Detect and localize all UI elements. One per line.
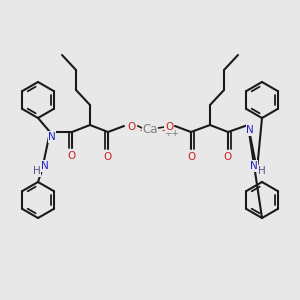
Text: N: N	[246, 125, 254, 135]
Text: Ca: Ca	[142, 123, 158, 136]
Text: ++: ++	[164, 128, 179, 137]
Text: O: O	[128, 122, 136, 132]
Text: H: H	[33, 166, 41, 176]
Text: N: N	[250, 161, 258, 171]
Text: -: -	[162, 125, 166, 135]
Text: -: -	[140, 125, 143, 135]
Text: N: N	[48, 132, 56, 142]
Text: O: O	[224, 152, 232, 162]
Text: O: O	[68, 151, 76, 161]
Text: H: H	[258, 166, 266, 176]
Text: O: O	[187, 152, 195, 162]
Text: O: O	[104, 152, 112, 162]
Text: O: O	[165, 122, 173, 132]
Text: N: N	[41, 161, 49, 171]
